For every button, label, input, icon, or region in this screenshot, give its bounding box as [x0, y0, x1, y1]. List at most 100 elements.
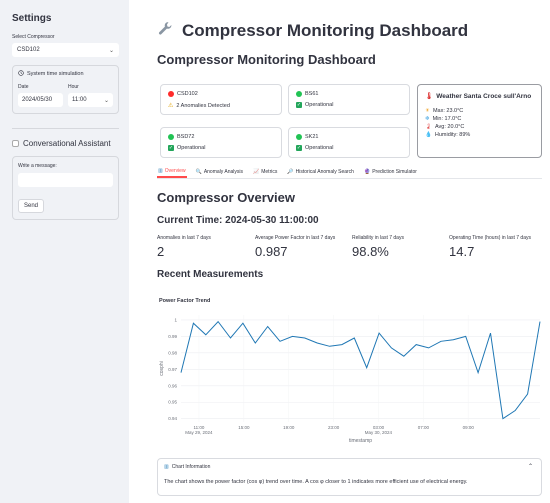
tab-anomaly-analysis[interactable]: 🔍 Anomaly Analysis — [195, 166, 244, 178]
tab-historical-anomaly-search[interactable]: 🔎 Historical Anomaly Search — [286, 166, 355, 178]
status-dot-icon — [296, 91, 302, 97]
thermometer-icon: 🌡 — [425, 124, 432, 130]
x-tick-label: 11:00 — [193, 425, 204, 430]
thermometer-icon: 🌡 — [425, 93, 434, 100]
date-value: 2024/05/30 — [22, 97, 53, 103]
compressor-select[interactable]: CSD102 ⌄ — [12, 43, 119, 57]
system-time-expander[interactable]: System time simulation Date 2024/05/30 H… — [12, 65, 119, 114]
sidebar-title: Settings — [12, 13, 52, 24]
tab-label: Historical Anomaly Search — [295, 169, 354, 175]
y-tick-label: 0.97 — [168, 367, 177, 372]
assistant-checkbox[interactable] — [12, 140, 19, 147]
weather-title: Weather Santa Croce sull'Arno — [436, 92, 532, 100]
compressor-select-value: CSD102 — [17, 47, 40, 53]
tab-label: Metrics — [261, 169, 278, 175]
tab-label: Anomaly Analysis — [203, 169, 243, 175]
y-tick-label: 0.95 — [168, 400, 177, 405]
magnifier-icon: 🔍 — [195, 169, 202, 175]
metric-reliability: Reliability in last 7 days 98.8% — [352, 235, 404, 259]
compressor-card-sk21[interactable]: SK21 ✓ Operational — [288, 127, 410, 158]
x-tick-label: 03:00 — [373, 425, 385, 430]
date-input[interactable]: 2024/05/30 — [18, 93, 63, 107]
y-tick-label: 0.96 — [168, 383, 177, 388]
hour-value: 11:00 — [72, 97, 87, 103]
message-input[interactable] — [18, 173, 113, 187]
chat-form: Write a message: Send — [12, 156, 119, 220]
chevron-down-icon: ⌄ — [103, 97, 109, 104]
x-tick-sublabel: May 30, 2024 — [365, 430, 393, 435]
compressor-name: BSD72 — [177, 134, 195, 140]
sun-icon: ☀ — [425, 108, 430, 114]
metric-value: 0.987 — [255, 244, 288, 259]
compressor-card-bsd72[interactable]: BSD72 ✓ Operational — [160, 127, 282, 158]
compressor-name: BS61 — [305, 91, 319, 97]
snowflake-icon: ❄ — [425, 116, 430, 122]
chevron-up-icon: ⌃ — [527, 464, 533, 470]
y-tick-label: 0.94 — [168, 416, 177, 421]
x-tick-label: 09:00 — [463, 425, 475, 430]
metric-anomalies: Anomalies in last 7 days 2 — [157, 235, 211, 259]
chart-info-header[interactable]: ▥ Chart Information — [164, 464, 210, 470]
crystal-ball-icon: 🔮 — [363, 169, 371, 175]
overview-title: Compressor Overview — [157, 190, 296, 205]
wrench-icon — [157, 20, 174, 42]
status-dot-icon — [168, 91, 174, 97]
main-content: Compressor Monitoring Dashboard Compress… — [157, 0, 550, 503]
chart-info-text: The chart shows the power factor (cos φ)… — [164, 479, 468, 485]
warning-icon: ⚠ — [168, 103, 174, 109]
tab-bar: ▥ Overview 🔍 Anomaly Analysis 📈 Metrics 🔎 Hi… — [157, 166, 542, 179]
weather-card: 🌡 Weather Santa Croce sull'Arno ☀ Max: 23.… — [417, 84, 542, 158]
metric-label: Operating Time (hours) in last 7 days — [449, 235, 531, 241]
status-dot-icon — [296, 134, 302, 140]
metric-value: 98.8% — [352, 244, 389, 259]
recent-measurements-title: Recent Measurements — [157, 269, 264, 280]
compressor-status: Operational — [305, 102, 334, 108]
series-line-power-factor — [180, 320, 541, 420]
x-axis-label: timestamp — [349, 438, 372, 444]
droplet-icon: 💧 — [425, 132, 432, 138]
weather-humidity: Humidity: 89% — [434, 132, 471, 138]
metric-power-factor: Average Power Factor in last 7 days 0.98… — [255, 235, 335, 259]
tab-prediction-simulator[interactable]: 🔮 Prediction Simulator — [363, 166, 418, 178]
power-factor-chart[interactable]: Power Factor Trend 1 0.99 0.98 0.97 0.96 0.95… — [157, 295, 542, 445]
y-tick-label: 1 — [174, 317, 177, 322]
compressor-status: 2 Anomalies Detected — [176, 102, 230, 109]
metric-label: Anomalies in last 7 days — [157, 235, 211, 241]
chart-bar-icon: ▥ — [158, 168, 163, 174]
sidebar-divider — [12, 128, 119, 129]
metric-value: 2 — [157, 244, 165, 259]
tab-label: Overview — [164, 168, 186, 174]
check-icon: ✓ — [296, 145, 302, 151]
x-tick-label: 19:00 — [283, 425, 295, 430]
assistant-label: Conversational Assistant — [23, 139, 111, 148]
page-title-text: Compressor Monitoring Dashboard — [182, 21, 469, 40]
hour-select[interactable]: 11:00 ⌄ — [68, 93, 113, 107]
compressor-card-csd102[interactable]: CSD102 ⚠ 2 Anomalies Detected — [160, 84, 282, 115]
compressor-name: SK21 — [305, 134, 319, 140]
compressor-card-bs61[interactable]: BS61 ✓ Operational — [288, 84, 410, 115]
system-time-header[interactable]: System time simulation — [18, 70, 113, 78]
metric-value: 14.7 — [449, 244, 475, 259]
assistant-toggle[interactable]: Conversational Assistant — [12, 139, 119, 148]
current-time: Current Time: 2024-05-30 11:00:00 — [157, 215, 319, 226]
message-label: Write a message: — [18, 163, 57, 169]
line-chart-icon: 📈 — [253, 169, 260, 175]
tab-overview[interactable]: ▥ Overview — [157, 166, 187, 178]
chart-info-expander[interactable]: ▥ Chart Information ⌃ The chart shows th… — [157, 458, 542, 496]
weather-avg: Avg: 20.0°C — [434, 124, 465, 130]
status-dot-icon — [168, 134, 174, 140]
weather-max: Max: 23.0°C — [432, 108, 464, 114]
chevron-down-icon: ⌄ — [108, 47, 114, 54]
chart-info-title: Chart Information — [171, 464, 211, 470]
metric-operating-time: Operating Time (hours) in last 7 days 14… — [449, 235, 531, 259]
x-tick-label: 07:00 — [418, 425, 430, 430]
tab-metrics[interactable]: 📈 Metrics — [252, 166, 278, 178]
date-label: Date — [18, 84, 29, 90]
compressor-name: CSD102 — [177, 91, 198, 97]
weather-min: Min: 17.0°C — [432, 116, 462, 122]
sidebar: Settings Select Compressor CSD102 ⌄ Syst… — [0, 0, 129, 503]
check-icon: ✓ — [296, 102, 302, 108]
send-button[interactable]: Send — [18, 199, 45, 213]
page-title: Compressor Monitoring Dashboard — [157, 20, 468, 42]
